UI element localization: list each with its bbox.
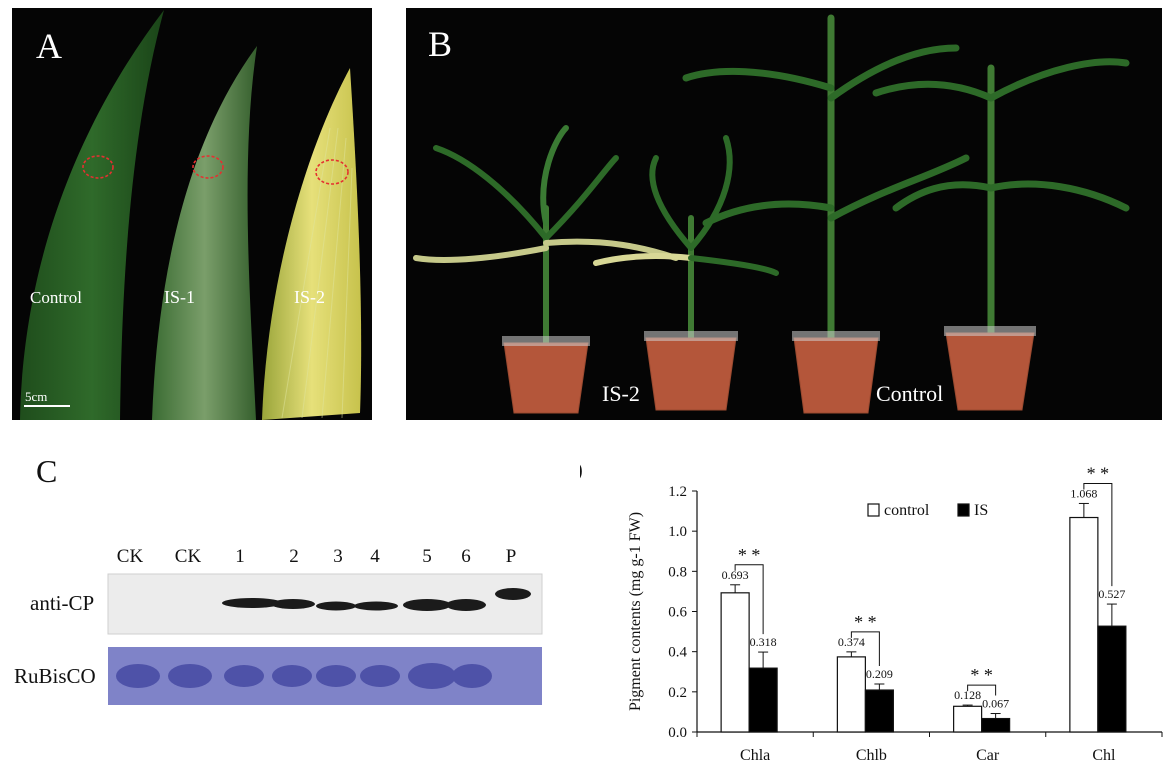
y-tick-label: 0.0 bbox=[668, 725, 687, 741]
legend-swatch-IS bbox=[957, 503, 970, 517]
legend-label-IS: IS bbox=[974, 502, 988, 519]
y-tick-label: 1.2 bbox=[668, 484, 687, 500]
significance-bracket bbox=[734, 564, 764, 635]
data-label: 0.067 bbox=[982, 697, 1009, 711]
bar-IS-chla bbox=[748, 667, 778, 733]
y-tick-label: 0.6 bbox=[668, 605, 687, 621]
significance-bracket bbox=[850, 631, 880, 667]
data-label: 0.693 bbox=[722, 568, 749, 582]
y-axis-label: Pigment contents (mg g-1 FW) bbox=[627, 512, 644, 711]
data-label: 0.527 bbox=[1098, 587, 1125, 601]
x-tick-label: Chla bbox=[740, 747, 770, 764]
pots bbox=[503, 332, 1035, 414]
y-tick-label: 0.2 bbox=[668, 685, 687, 701]
lane-label: 2 bbox=[289, 546, 299, 567]
plant-3 bbox=[682, 14, 970, 352]
significance-marker: * * bbox=[970, 665, 993, 685]
significance-bracket bbox=[967, 684, 997, 696]
data-label: 1.068 bbox=[1070, 486, 1097, 500]
lane-label: 4 bbox=[370, 546, 380, 567]
lane-label: CK bbox=[175, 546, 202, 567]
plant-photo-svg: B IS-2 Control bbox=[413, 14, 1130, 414]
data-label: 0.128 bbox=[954, 688, 981, 702]
panel-d-label: D bbox=[580, 453, 583, 489]
significance-bracket bbox=[1083, 482, 1113, 587]
panel-d-bar-chart: D Pigment contents (mg g-1 FW) 0.0 0.2 0.4 0… bbox=[580, 440, 1170, 766]
y-tick-label: 0.4 bbox=[668, 645, 687, 661]
panel-a-label: A bbox=[36, 26, 62, 66]
y-tick-label: 0.8 bbox=[668, 564, 687, 580]
y-tick-label: 1.0 bbox=[668, 524, 687, 540]
bar-control-car bbox=[953, 705, 983, 733]
x-tick-label: Car bbox=[976, 747, 1000, 764]
plant-label-is2: IS-2 bbox=[602, 381, 640, 406]
lane-labels: CK CK 1 2 3 4 5 6 P bbox=[117, 546, 516, 567]
panel-a-leaf-photo: A Control IS-1 IS-2 5cm bbox=[12, 8, 372, 420]
bar-control-chla bbox=[720, 592, 750, 733]
leaf-label-is2: IS-2 bbox=[294, 287, 325, 307]
panel-c-western-blot: C CK CK 1 2 3 4 5 6 P anti-CP RuBisCO bbox=[0, 440, 580, 766]
bar-IS-chlb bbox=[864, 689, 894, 733]
pigment-chart: D Pigment contents (mg g-1 FW) 0.0 0.2 0.4 0… bbox=[580, 453, 1163, 764]
lane-label: 5 bbox=[422, 546, 432, 567]
panel-b-plant-photo: B IS-2 Control bbox=[406, 8, 1162, 420]
panel-c-label: C bbox=[36, 453, 57, 489]
leaf-label-is1: IS-1 bbox=[164, 287, 195, 307]
scale-bar-label: 5cm bbox=[25, 389, 47, 404]
leaf-is2 bbox=[262, 68, 362, 420]
blot-svg: C CK CK 1 2 3 4 5 6 P anti-CP RuBisCO bbox=[14, 453, 543, 705]
bar-control-chl bbox=[1069, 516, 1099, 733]
anti-cp-bands bbox=[222, 588, 531, 611]
leaf-photo-svg: A Control IS-1 IS-2 5cm bbox=[20, 10, 362, 420]
bar-control-chlb bbox=[836, 656, 866, 733]
x-tick-label: Chlb bbox=[856, 747, 887, 764]
plant-1 bbox=[413, 125, 679, 361]
legend-label-control: control bbox=[884, 502, 930, 519]
leaf-label-control: Control bbox=[30, 288, 82, 307]
sample-circle-is2 bbox=[315, 159, 349, 185]
panel-b-label: B bbox=[428, 24, 452, 64]
row-label-anti-cp: anti-CP bbox=[30, 591, 94, 615]
lane-label: 6 bbox=[461, 546, 471, 567]
lane-label: CK bbox=[117, 546, 144, 567]
plant-4 bbox=[872, 58, 1130, 357]
bar-IS-chl bbox=[1097, 625, 1127, 733]
lane-label: 1 bbox=[235, 546, 245, 567]
legend-swatch-control bbox=[867, 503, 880, 517]
significance-marker: * * bbox=[1087, 463, 1110, 483]
data-label: 0.374 bbox=[838, 635, 865, 649]
sample-circle-control bbox=[82, 155, 114, 179]
significance-marker: * * bbox=[854, 612, 877, 632]
bar-IS-car bbox=[981, 717, 1011, 733]
row-label-rubisco: RuBisCO bbox=[14, 664, 96, 688]
data-label: 0.209 bbox=[866, 667, 893, 681]
leaf-is1 bbox=[152, 46, 257, 420]
x-tick-label: Chl bbox=[1092, 747, 1116, 764]
plant-label-control: Control bbox=[876, 381, 943, 406]
lane-label: P bbox=[506, 546, 517, 567]
leaf-control bbox=[20, 10, 164, 420]
significance-marker: * * bbox=[738, 545, 761, 565]
lane-label: 3 bbox=[333, 546, 343, 567]
rubisco-bands bbox=[116, 663, 492, 689]
sample-circle-is1 bbox=[192, 155, 224, 179]
data-label: 0.318 bbox=[750, 635, 777, 649]
